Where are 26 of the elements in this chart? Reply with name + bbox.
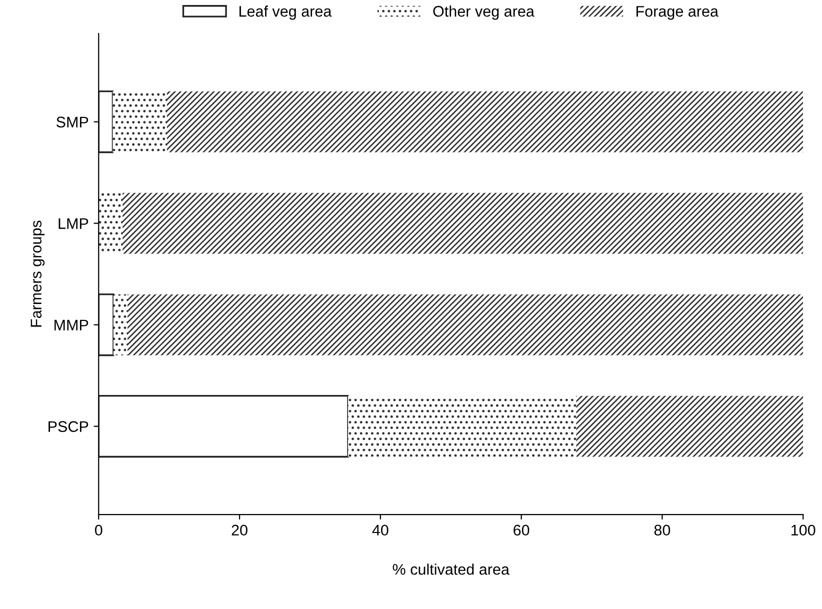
bar <box>98 395 349 458</box>
bar <box>98 90 114 154</box>
bar <box>166 91 804 152</box>
x-tick-label: 100 <box>792 524 816 536</box>
y-tick-label: PSCP <box>48 421 88 432</box>
legend-label: Forage area <box>636 6 718 20</box>
bar <box>576 396 804 457</box>
legend-label: Other veg area <box>433 6 534 20</box>
x-tick-label: 0 <box>94 524 102 536</box>
x-axis-title: % cultivated area <box>392 564 510 575</box>
y-tick-label: MMP <box>54 320 88 330</box>
bar <box>112 91 167 152</box>
bar <box>98 192 123 254</box>
y-tick-label: LMP <box>58 218 88 229</box>
bar <box>348 396 576 457</box>
x-tick-label: 40 <box>372 524 388 536</box>
bar <box>122 192 804 254</box>
bar <box>128 294 804 356</box>
legend-label: Leaf veg area <box>240 6 332 20</box>
bar <box>98 294 114 356</box>
bar <box>113 294 128 356</box>
x-tick-label: 60 <box>514 524 530 536</box>
y-tick-label: SMP <box>56 116 88 128</box>
x-tick-label: 20 <box>232 524 248 536</box>
y-axis-title: Farmers groups <box>30 220 45 327</box>
x-tick-label: 80 <box>654 524 670 536</box>
